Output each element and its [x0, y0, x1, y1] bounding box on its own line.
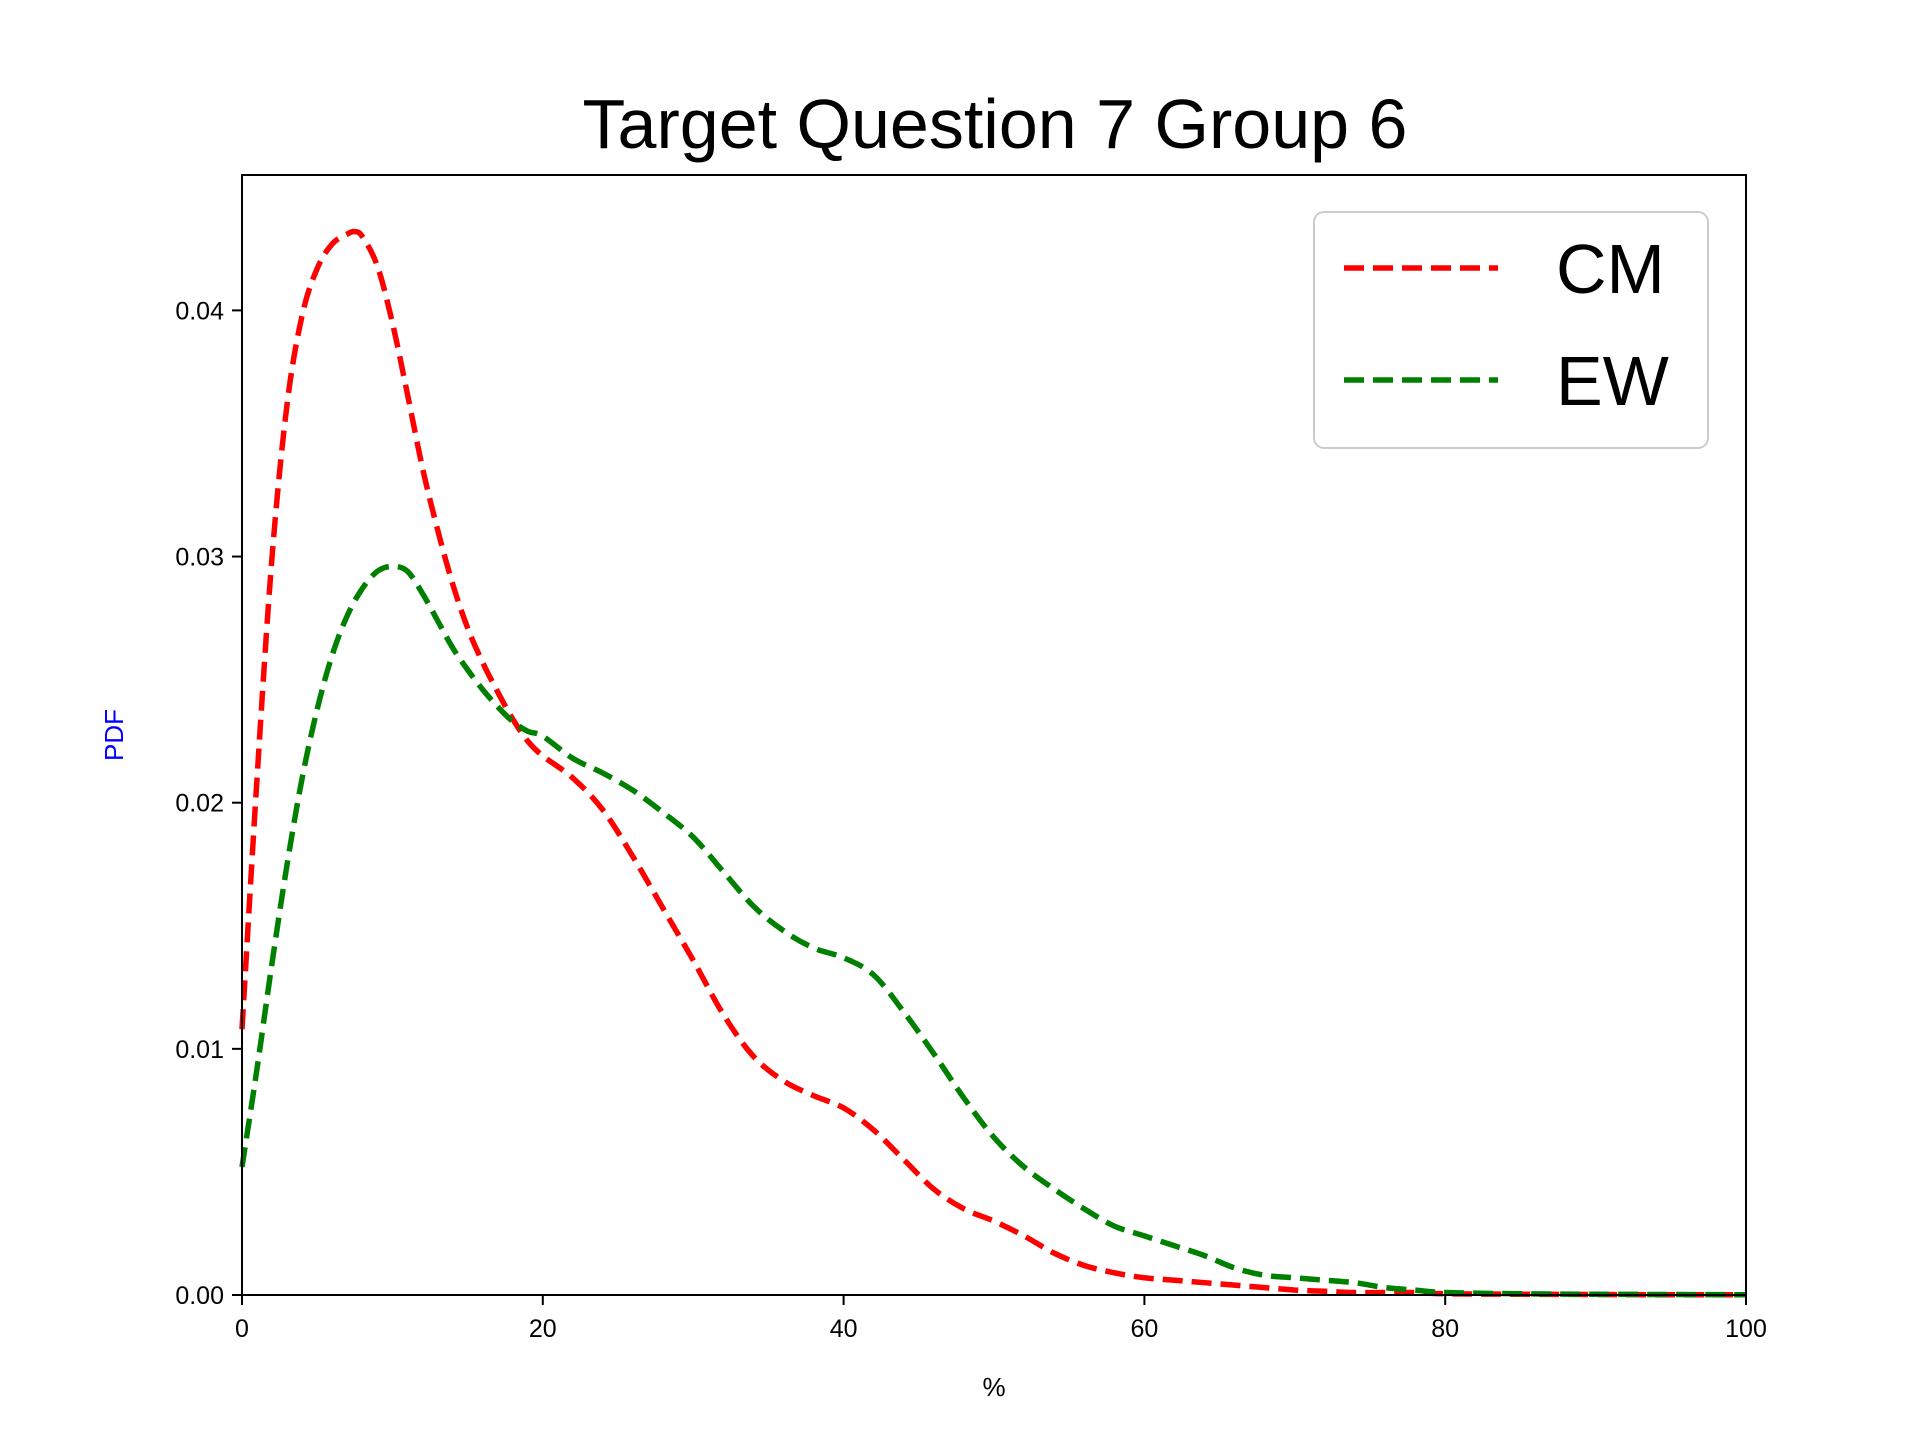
y-axis: 0.00 0.01 0.02 0.03 0.04: [175, 297, 242, 1310]
y-tick-label: 0.02: [175, 790, 224, 818]
x-axis: 0 20 40 60 80 100: [235, 1295, 1767, 1343]
x-tick-label: 0: [235, 1315, 249, 1343]
series-line-cm: [239, 228, 1747, 1298]
legend: CM EW: [1313, 211, 1709, 449]
x-tick-label: 40: [830, 1315, 858, 1343]
y-axis-label: PDF: [99, 709, 129, 761]
y-tick-label: 0.01: [175, 1036, 224, 1064]
y-tick-label: 0.03: [175, 544, 224, 572]
x-tick-label: 20: [529, 1315, 557, 1343]
x-tick-label: 80: [1431, 1315, 1459, 1343]
y-tick-label: 0.04: [175, 297, 224, 325]
y-tick-label: 0.00: [175, 1282, 224, 1310]
x-tick-label: 60: [1130, 1315, 1158, 1343]
series-line-ew: [239, 563, 1747, 1298]
legend-box: [1313, 211, 1709, 449]
legend-label-ew: EW: [1556, 342, 1669, 420]
legend-label-cm: CM: [1556, 230, 1665, 308]
x-tick-label: 100: [1725, 1315, 1767, 1343]
x-axis-label: %: [982, 1372, 1005, 1402]
chart-title: Target Question 7 Group 6: [583, 85, 1408, 163]
plot-frame: [241, 174, 1747, 1296]
